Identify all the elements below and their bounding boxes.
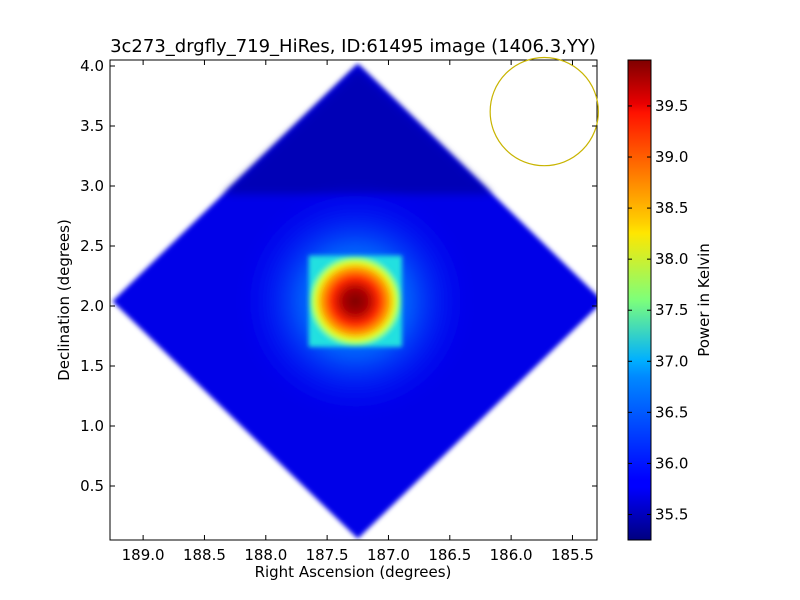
x-tick-label: 186.5: [428, 546, 471, 564]
colorbar-tick-label: 37.0: [655, 352, 688, 370]
map-shading: [222, 67, 493, 195]
colorbar-tick-label: 39.5: [655, 97, 688, 115]
colorbar-label: Power in Kelvin: [695, 243, 713, 357]
y-axis-label: Declination (degrees): [55, 219, 73, 381]
plot-frame: [109, 59, 598, 541]
heatmap-image: [112, 63, 597, 539]
y-tick-label: 3.0: [80, 177, 104, 195]
colorbar-tick-label: 35.5: [655, 505, 688, 523]
colorbar-tick-label: 38.0: [655, 250, 688, 268]
y-tick-label: 0.5: [80, 477, 104, 495]
colorbar-tick-label: 36.0: [655, 454, 688, 472]
y-tick-label: 4.0: [80, 57, 104, 75]
x-tick-label: 188.0: [244, 546, 287, 564]
y-tick-label: 2.0: [80, 297, 104, 315]
y-tick-label: 1.5: [80, 357, 104, 375]
x-axis-label: Right Ascension (degrees): [255, 563, 452, 581]
plot-area: [112, 63, 597, 539]
colorbar-tick-label: 38.5: [655, 199, 688, 217]
colorbar: [627, 59, 652, 541]
peak-source: [308, 255, 402, 347]
beam-circle: [489, 56, 599, 167]
y-axis-ticks: 0.5 1.0 1.5 2.0 2.5 3.0 3.5 4.0: [80, 57, 597, 495]
colorbar-tick-label: 39.0: [655, 148, 688, 166]
y-tick-label: 1.0: [80, 417, 104, 435]
x-tick-label: 187.0: [367, 546, 410, 564]
colorbar-tick-label: 37.5: [655, 301, 688, 319]
chart-title: 3c273_drgfly_719_HiRes, ID:61495 image (…: [110, 36, 596, 57]
y-tick-label: 2.5: [80, 237, 104, 255]
x-tick-label: 188.5: [183, 546, 226, 564]
colorbar-ticks: 35.5 36.0 36.5 37.0 37.5 38.0 38.5 39.0 39.5: [628, 97, 688, 523]
x-tick-label: 186.0: [490, 546, 533, 564]
x-tick-label: 189.0: [122, 546, 165, 564]
colorbar-tick-label: 36.5: [655, 403, 688, 421]
x-tick-label: 185.5: [551, 546, 594, 564]
x-axis-ticks: 189.0 188.5 188.0 187.5 187.0 186.5 186.0 185.5: [122, 60, 594, 564]
x-tick-label: 187.5: [306, 546, 349, 564]
y-tick-label: 3.5: [80, 117, 104, 135]
